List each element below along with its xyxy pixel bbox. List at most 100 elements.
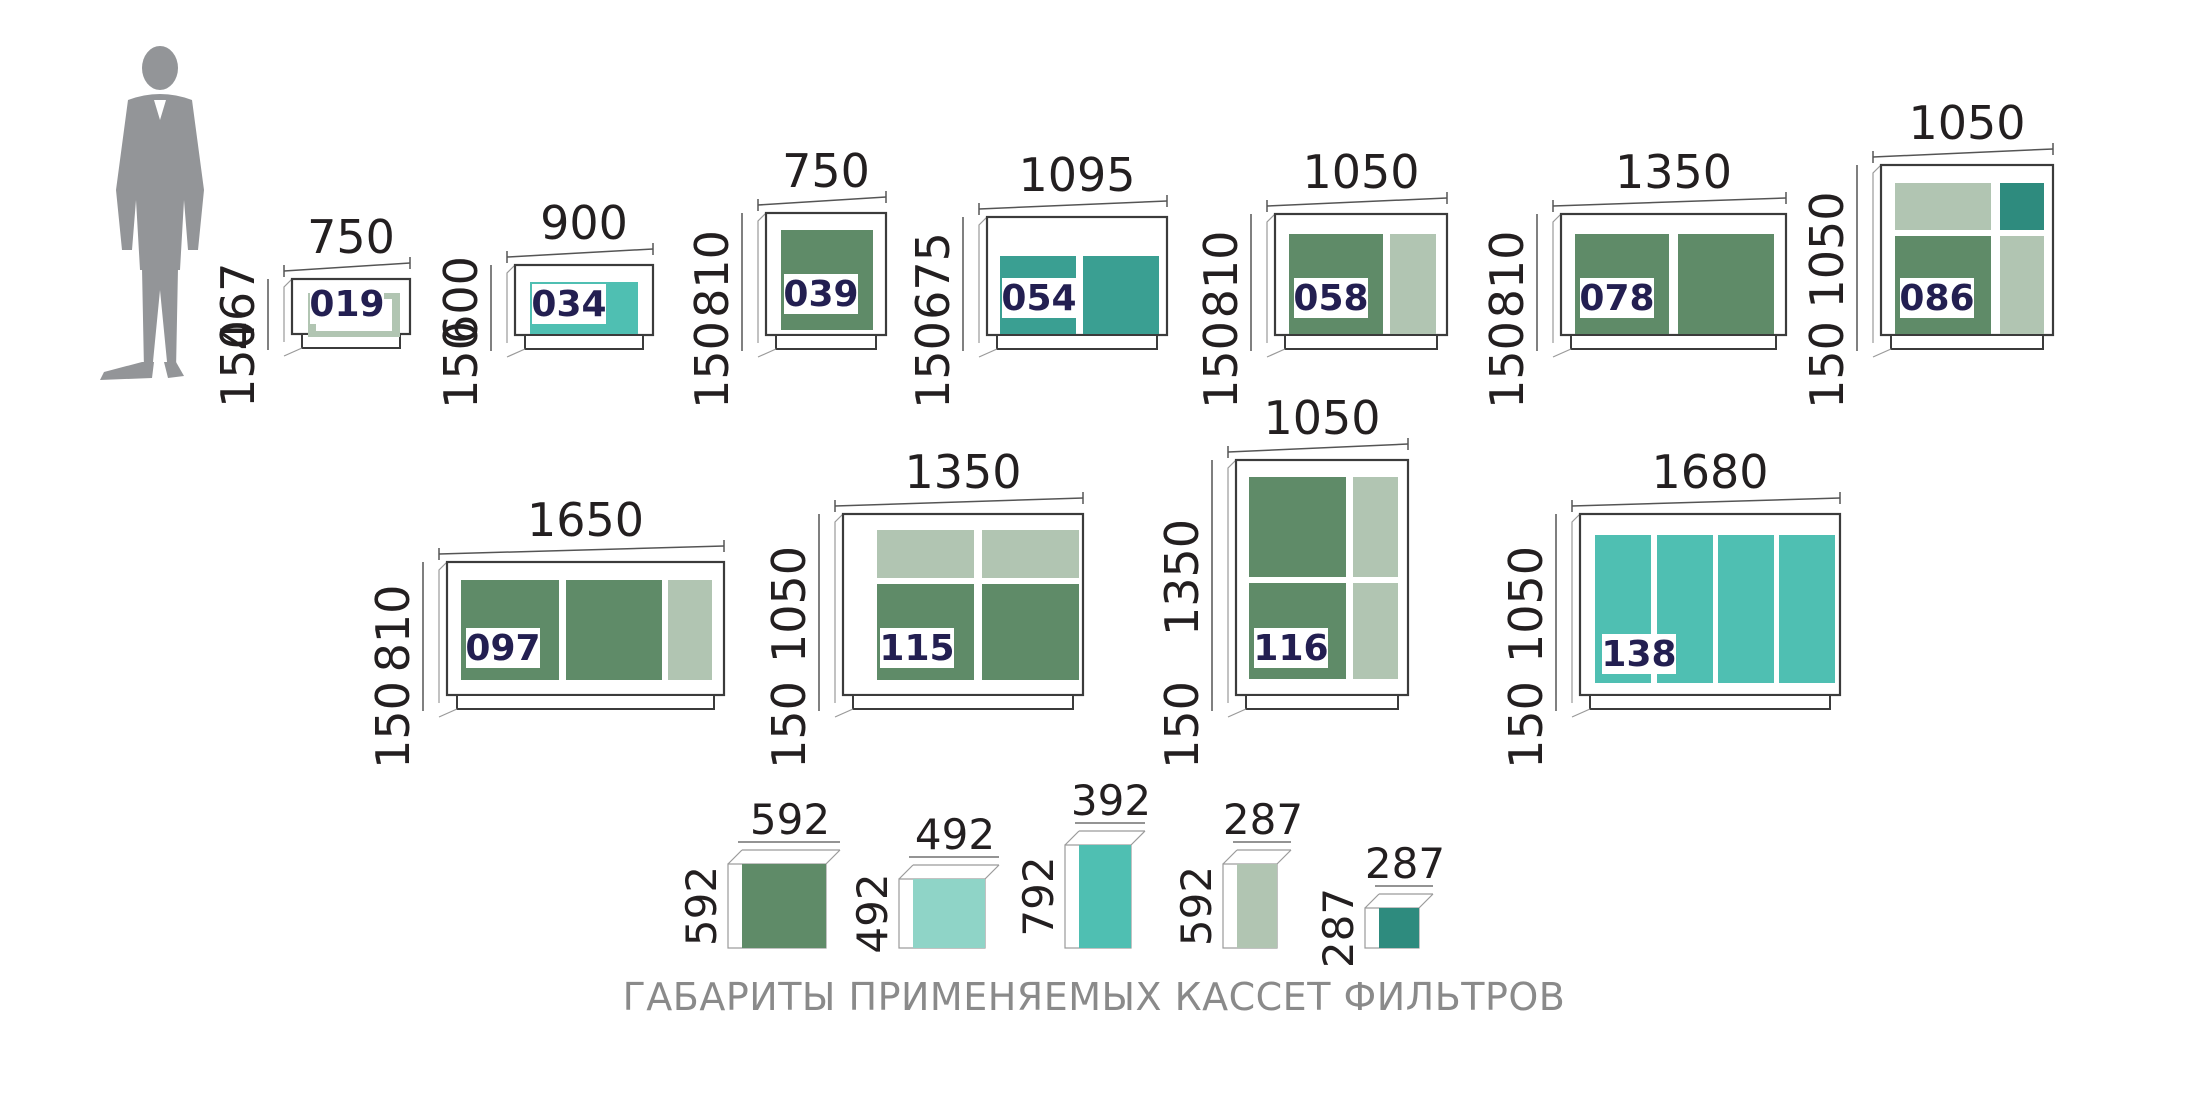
unit-depth-edge [283,278,293,342]
filter-cassette-panel [1353,477,1398,577]
cassette-width-value: 492 [915,810,995,859]
height-dimension-value: 467 [211,263,265,351]
human-left-shoe [100,362,154,380]
unit-code-badge [1900,278,1974,318]
width-dimension-line [834,497,1084,507]
loose-cassette-2: 492 492 [848,810,1000,954]
cassette-depth-edge [1130,830,1146,846]
unit-base [1284,334,1438,350]
width-dimension-value: 1050 [1302,145,1419,199]
human-collar [154,100,166,120]
cassette-face [913,879,985,948]
cassette-depth-edge [1064,830,1080,846]
unit-code-label: 039 [783,274,858,315]
unit-code-label: 138 [1601,634,1676,675]
base-dimension-value: 150 [906,321,960,409]
base-dimension-value: 150 [762,681,816,769]
height-dimension-value: 810 [1194,231,1248,319]
width-dimension-value: 1350 [904,445,1021,499]
height-dimension-value: 1350 [1155,519,1209,636]
height-dimension-value: 1050 [1800,191,1854,308]
cassette-depth-edge [898,864,914,880]
width-dimension-value: 750 [307,210,395,264]
unit-depth-edge [757,212,767,343]
filter-unit-116: 116 1050 1350 150 [1155,391,1410,769]
filter-cassette-panel [982,584,1079,680]
filter-cassette-panel [982,530,1079,578]
unit-code-label: 097 [465,628,540,669]
cassette-depth-edge [1418,893,1434,909]
cassette-face [742,864,826,948]
unit-base-depth [978,348,998,358]
width-dimension-value: 1650 [527,493,644,547]
width-dimension-line [757,196,887,206]
width-dimension-line [1266,197,1448,207]
cassette-depth-edge [984,864,1000,880]
unit-base-depth [283,347,303,357]
unit-depth-edge [1571,513,1581,703]
cassette-face [1237,864,1277,948]
unit-base [1890,334,2044,350]
unit-base-depth [506,348,526,358]
width-dimension-line [978,200,1168,210]
cassette-depth-edge [1276,849,1292,865]
base-dimension-value: 150 [1194,321,1248,409]
loose-cassette-1: 592 592 [677,795,841,949]
base-dimension-value: 150 [434,321,488,409]
unit-base-depth [438,708,458,718]
unit-code-label: 086 [1899,278,1974,319]
filter-cassette-panel [877,530,974,578]
cassette-depth-edge [1222,849,1238,865]
cassette-height-value: 592 [1172,866,1221,946]
unit-code-badge [1602,634,1676,674]
unit-base [456,694,715,710]
height-dimension-value: 1050 [762,546,816,663]
unit-code-label: 116 [1253,628,1328,669]
cassette-height-value: 492 [848,873,897,953]
filter-cassette-panel [1390,234,1436,334]
unit-code-badge [310,284,384,324]
width-dimension-value: 1350 [1615,145,1732,199]
unit-depth-edge [1872,164,1882,343]
height-dimension-value: 1050 [1499,546,1553,663]
unit-code-badge [1002,278,1076,318]
cassette-height-value: 792 [1014,856,1063,936]
unit-code-badge [880,628,954,668]
filter-cassette-panel [1353,583,1398,679]
unit-code-label: 115 [879,628,954,669]
unit-code-label: 019 [309,284,384,325]
unit-code-label: 078 [1579,278,1654,319]
unit-base-depth [757,348,777,358]
height-dimension-value: 810 [685,230,739,318]
width-dimension-value: 1050 [1263,391,1380,445]
width-dimension-value: 1680 [1651,445,1768,499]
human-head [142,46,178,90]
filter-cassette-panel [1895,183,1991,230]
base-dimension-value: 150 [1800,321,1854,409]
unit-base-depth [834,708,854,718]
human-scale-silhouette [100,46,204,380]
height-dimension-value: 810 [366,585,420,673]
unit-code-badge [1294,278,1368,318]
width-dimension-value: 900 [540,196,628,250]
unit-depth-edge [438,561,448,703]
cassette-height-value: 287 [1314,888,1363,968]
width-dimension-line [283,262,411,272]
human-legs [142,268,178,372]
filter-cassette-panel [1779,535,1835,683]
width-dimension-value: 750 [782,144,870,198]
filter-unit-115: 115 1350 1050 150 [762,445,1085,769]
unit-code-badge [532,284,606,324]
unit-base-depth [1266,348,1286,358]
filter-cassette-panel [1083,256,1159,334]
unit-code-badge [1254,628,1328,668]
filter-cassette-panel [1718,535,1774,683]
base-dimension-value: 150 [685,321,739,409]
